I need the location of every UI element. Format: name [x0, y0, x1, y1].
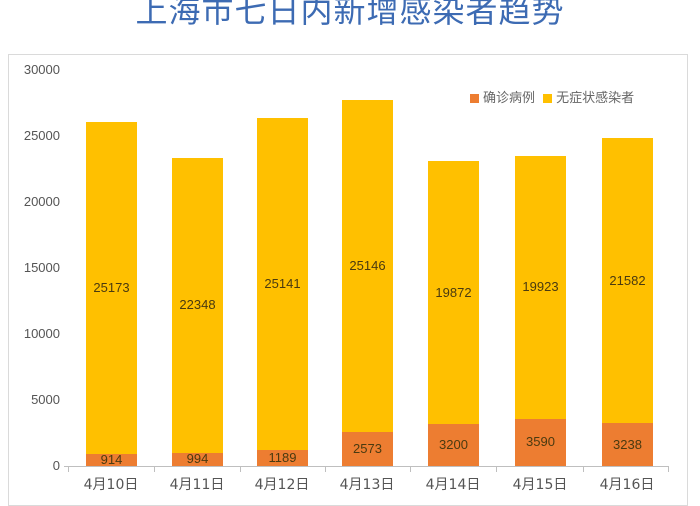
bar-stack: 22348 994 — [172, 157, 223, 466]
legend-label-asymptomatic: 无症状感染者 — [556, 91, 635, 106]
bar-stack: 19923 3590 — [515, 155, 566, 466]
bar-segment-asymptomatic: 25146 — [342, 100, 393, 433]
legend: 确诊病例 无症状感染者 — [470, 87, 638, 106]
bar-segment-asymptomatic: 25141 — [257, 118, 308, 451]
data-label-asymptomatic: 19923 — [522, 279, 559, 295]
y-tick-label: 5000 — [31, 392, 60, 407]
y-tick-label: 25000 — [23, 128, 60, 143]
bar-segment-confirmed: 3200 — [428, 423, 479, 466]
x-tick-mark — [668, 466, 669, 472]
bar-segment-asymptomatic: 22348 — [172, 157, 223, 453]
data-label-confirmed: 3200 — [439, 436, 468, 452]
y-tick-label: 10000 — [23, 326, 60, 341]
y-tick-label: 20000 — [23, 194, 60, 209]
legend-item-asymptomatic: 无症状感染者 — [543, 91, 634, 106]
data-label-asymptomatic: 22348 — [179, 297, 216, 313]
bar-segment-asymptomatic: 21582 — [602, 138, 653, 424]
bar-segment-confirmed: 3590 — [515, 418, 566, 466]
data-label-confirmed: 2573 — [353, 440, 382, 456]
data-label-confirmed: 914 — [100, 451, 123, 467]
x-tick-label: 4月11日 — [169, 477, 225, 493]
data-label-confirmed: 3590 — [526, 434, 555, 450]
bar-stack: 25173 914 — [86, 121, 137, 467]
bar-segment-asymptomatic: 19923 — [515, 155, 566, 419]
legend-swatch-confirmed — [470, 94, 479, 103]
bar-stack: 25146 2573 — [342, 100, 393, 466]
x-tick-mark — [68, 466, 69, 472]
x-tick-label: 4月16日 — [599, 477, 655, 493]
y-tick-label: 0 — [52, 458, 60, 473]
x-tick-label: 4月13日 — [339, 477, 395, 493]
data-label-asymptomatic: 25146 — [349, 258, 386, 274]
data-label-asymptomatic: 19872 — [435, 284, 472, 300]
bar-segment-confirmed: 2573 — [342, 432, 393, 466]
data-label-confirmed: 994 — [186, 451, 209, 467]
y-tick-label: 30000 — [23, 62, 60, 77]
x-tick-mark — [583, 466, 584, 472]
x-tick-mark — [496, 466, 497, 472]
chart-title: 上海市七日内新增感染者趋势 — [135, 0, 565, 30]
legend-item-confirmed: 确诊病例 — [470, 91, 539, 106]
data-label-confirmed: 1189 — [268, 450, 297, 466]
y-tick-label: 15000 — [23, 260, 60, 275]
bar-segment-confirmed: 994 — [172, 451, 223, 466]
bar-stack: 25141 1189 — [257, 118, 308, 466]
bar-stack: 19872 3200 — [428, 161, 479, 466]
bar-segment-asymptomatic: 19872 — [428, 161, 479, 424]
x-tick-mark — [325, 466, 326, 472]
x-tick-label: 4月15日 — [512, 477, 568, 493]
data-label-confirmed: 3238 — [613, 436, 642, 452]
legend-label-confirmed: 确诊病例 — [483, 91, 536, 106]
data-label-asymptomatic: 25141 — [264, 276, 301, 292]
x-tick-mark — [154, 466, 155, 472]
x-tick-label: 4月14日 — [425, 477, 481, 493]
bar-segment-asymptomatic: 25173 — [86, 121, 137, 454]
data-label-asymptomatic: 25173 — [93, 279, 130, 295]
bar-segment-confirmed: 3238 — [602, 423, 653, 466]
x-tick-label: 4月10日 — [83, 477, 139, 493]
x-tick-label: 4月12日 — [254, 477, 310, 493]
x-tick-mark — [240, 466, 241, 472]
legend-swatch-asymptomatic — [543, 94, 553, 103]
bar-segment-confirmed: 914 — [86, 452, 137, 467]
x-tick-mark — [410, 466, 411, 472]
bar-segment-confirmed: 1189 — [257, 450, 308, 466]
data-label-asymptomatic: 21582 — [609, 272, 646, 288]
bar-stack: 21582 3238 — [602, 138, 653, 466]
x-axis-line — [64, 466, 668, 467]
